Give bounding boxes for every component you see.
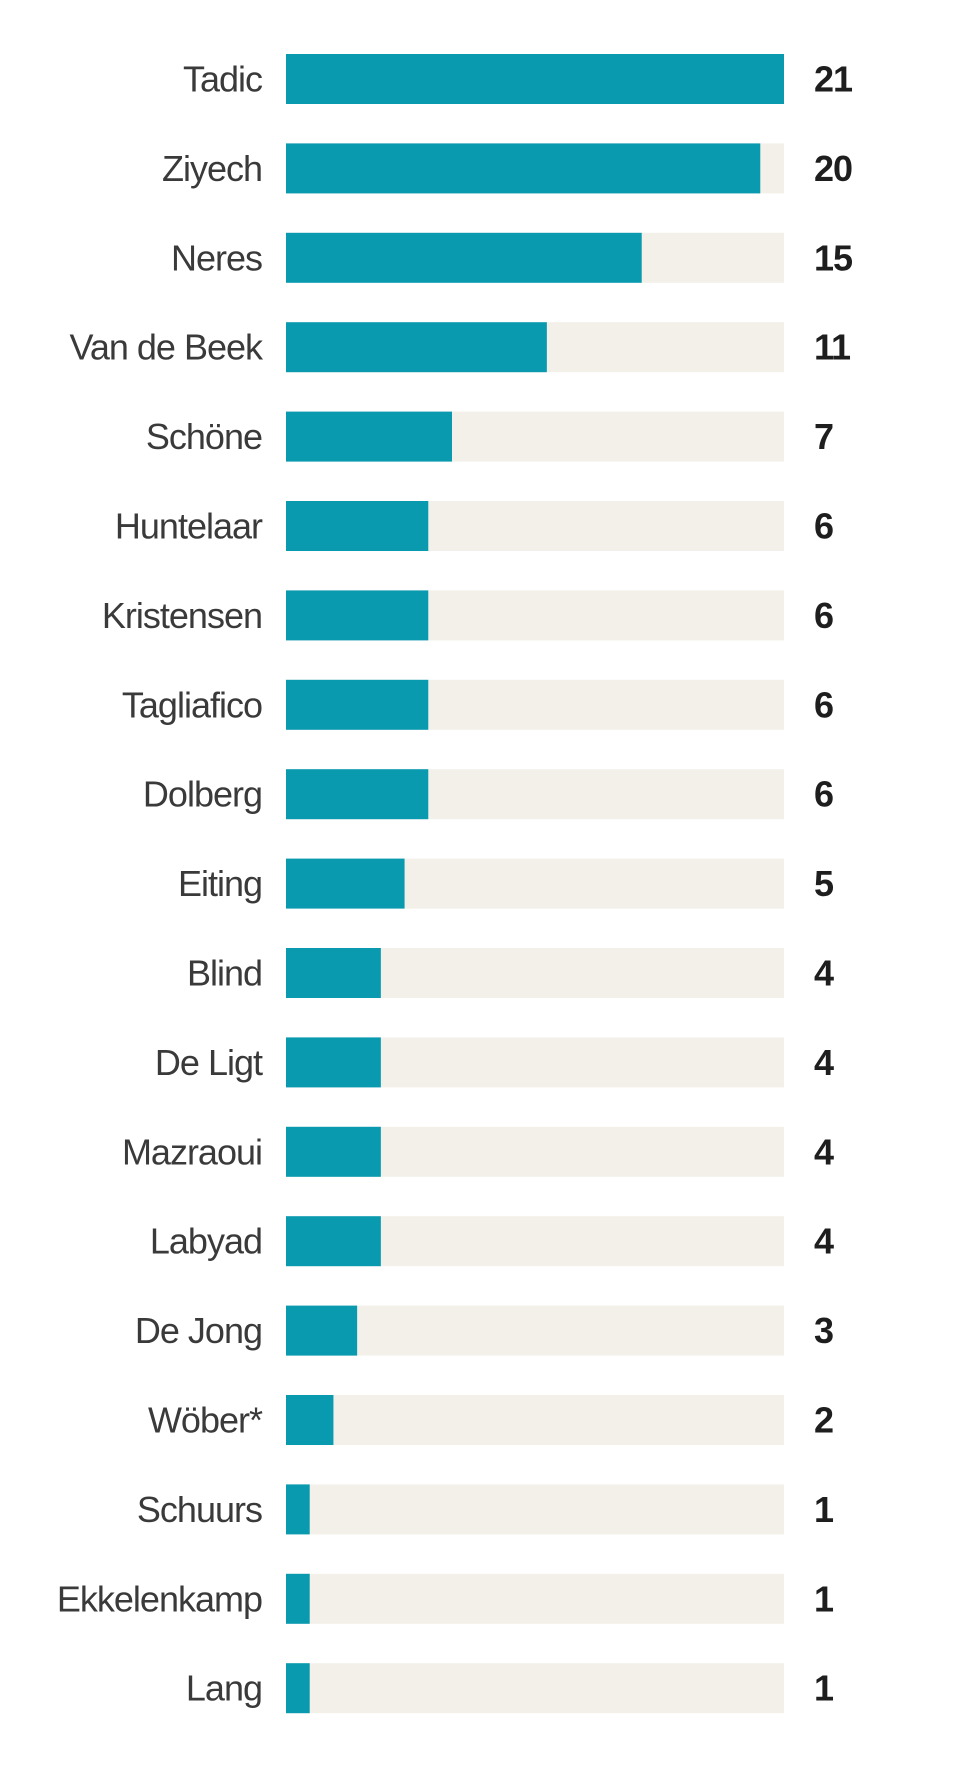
category-label-dolberg: Dolberg	[143, 774, 262, 815]
category-label-eiting: Eiting	[178, 863, 262, 904]
category-label-huntelaar: Huntelaar	[115, 506, 263, 547]
category-label-blind: Blind	[187, 953, 262, 994]
category-label-wober: Wöber*	[148, 1400, 263, 1441]
value-label-schuurs: 1	[814, 1489, 834, 1530]
bar-huntelaar	[286, 501, 429, 551]
bar-de-ligt	[286, 1037, 381, 1088]
bar-blind	[286, 948, 381, 998]
value-label-de-jong: 3	[814, 1310, 833, 1351]
category-labels: Tadic Ziyech Neres Van de Beek Schöne Huntela…	[57, 59, 265, 1709]
value-label-dolberg: 6	[814, 774, 833, 815]
value-label-mazraoui: 4	[814, 1131, 834, 1172]
value-label-neres: 15	[814, 237, 853, 278]
bar-mazraoui	[286, 1126, 381, 1177]
bar-kristensen	[286, 590, 429, 641]
value-label-tagliafico: 6	[814, 684, 833, 725]
value-label-wober: 2	[814, 1400, 833, 1441]
bar-ekkelenkamp	[286, 1573, 310, 1624]
category-label-neres: Neres	[171, 237, 262, 278]
category-label-lang: Lang	[186, 1668, 262, 1709]
bar-dolberg	[286, 769, 429, 820]
category-label-van-de-beek: Van de Beek	[70, 327, 264, 368]
bar-de-jong	[286, 1305, 358, 1356]
bar-tadic	[286, 54, 784, 104]
bar-track-lang	[286, 1663, 784, 1714]
category-label-ziyech: Ziyech	[162, 148, 262, 189]
bar-track-de-jong	[286, 1305, 784, 1356]
bar-eiting	[286, 858, 405, 909]
bars	[286, 54, 784, 1714]
bar-track-schuurs	[286, 1484, 784, 1535]
value-label-kristensen: 6	[814, 595, 833, 636]
bar-schuurs	[286, 1484, 310, 1535]
category-label-schone: Schöne	[146, 416, 262, 457]
bar-tagliafico	[286, 679, 429, 730]
bar-van-de-beek	[286, 322, 547, 373]
value-label-labyad: 4	[814, 1221, 834, 1262]
value-label-eiting: 5	[814, 863, 834, 904]
category-label-de-jong: De Jong	[135, 1310, 262, 1351]
category-label-tadic: Tadic	[183, 59, 263, 100]
category-label-mazraoui: Mazraoui	[122, 1131, 262, 1172]
value-label-ziyech: 20	[814, 148, 852, 189]
value-label-de-ligt: 4	[814, 1042, 834, 1083]
value-label-ekkelenkamp: 1	[814, 1578, 834, 1619]
bar-schone	[286, 411, 452, 462]
bar-neres	[286, 232, 642, 283]
category-label-ekkelenkamp: Ekkelenkamp	[57, 1578, 262, 1619]
value-label-blind: 4	[814, 953, 834, 994]
bar-labyad	[286, 1216, 381, 1267]
category-label-tagliafico: Tagliafico	[122, 684, 262, 725]
value-label-lang: 1	[814, 1668, 834, 1709]
value-label-schone: 7	[814, 416, 833, 457]
category-label-de-ligt: De Ligt	[155, 1042, 263, 1083]
bar-lang	[286, 1663, 310, 1714]
category-label-schuurs: Schuurs	[137, 1489, 262, 1530]
bar-ziyech	[286, 143, 761, 194]
value-label-tadic: 21	[814, 59, 853, 100]
category-label-labyad: Labyad	[150, 1221, 262, 1262]
value-label-van-de-beek: 11	[814, 327, 851, 368]
value-label-huntelaar: 6	[814, 506, 833, 547]
bar-track-ekkelenkamp	[286, 1573, 784, 1624]
bar-wober	[286, 1395, 334, 1445]
bar-track-wober	[286, 1395, 784, 1445]
category-label-kristensen: Kristensen	[102, 595, 262, 636]
